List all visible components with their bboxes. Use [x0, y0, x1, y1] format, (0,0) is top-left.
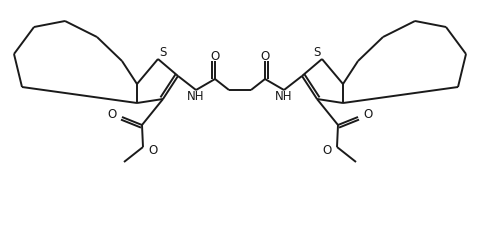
Text: O: O	[260, 49, 270, 62]
Text: NH: NH	[275, 89, 293, 102]
Text: S: S	[159, 46, 167, 59]
Text: O: O	[148, 143, 157, 156]
Text: O: O	[108, 108, 117, 121]
Text: O: O	[363, 108, 372, 121]
Text: O: O	[210, 49, 220, 62]
Text: NH: NH	[187, 89, 205, 102]
Text: S: S	[313, 46, 321, 59]
Text: O: O	[323, 143, 332, 156]
